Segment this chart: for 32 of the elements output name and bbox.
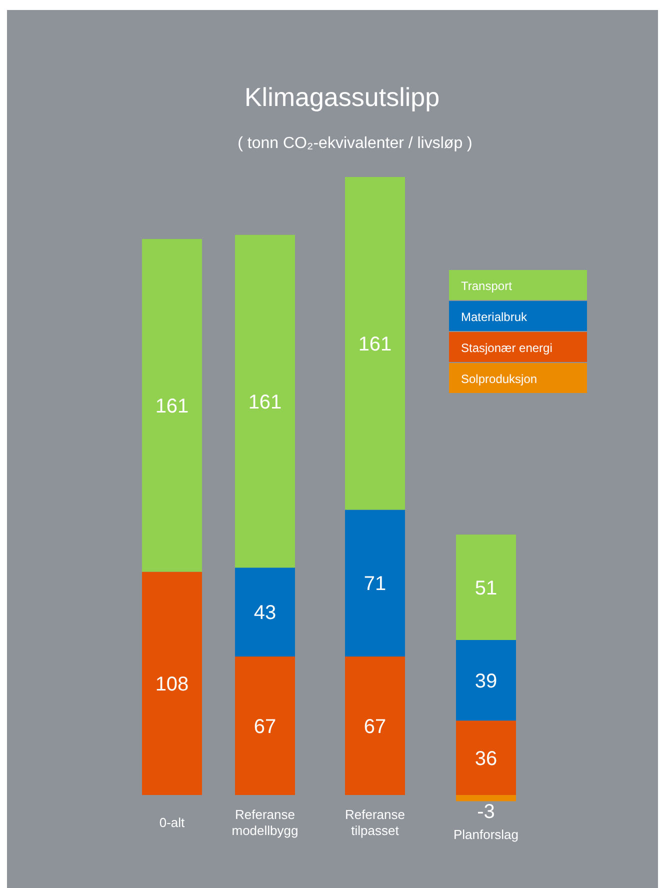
bar: [235, 656, 295, 795]
text: Transport: [461, 279, 513, 293]
x-tick-label: Planforslag: [453, 827, 519, 842]
bar: [456, 720, 516, 795]
data-label: 67: [254, 716, 276, 738]
x-tick-label: Referanse modellbygg: [232, 807, 298, 838]
bar: [456, 795, 516, 802]
x-tick-label: Referanse tilpasset: [345, 807, 405, 838]
chart-title: Klimagassutslipp: [244, 82, 440, 112]
data-label: -3: [477, 801, 495, 824]
text: Materialbruk: [461, 310, 528, 324]
data-label: 161: [155, 395, 189, 418]
data-label: 67: [364, 716, 386, 738]
bar: [456, 534, 516, 640]
data-label: 161: [358, 333, 392, 356]
bar: [345, 656, 405, 795]
data-label: 39: [474, 670, 498, 692]
text: Stasjonær energi: [461, 341, 552, 355]
bar: [345, 176, 405, 510]
data-label: 43: [254, 602, 276, 624]
data-label: 36: [474, 748, 498, 770]
data-label: 108: [155, 673, 189, 696]
data-label: 161: [248, 391, 282, 414]
bar: [235, 234, 295, 568]
bar: [235, 568, 295, 657]
text: Solproduksjon: [461, 372, 538, 386]
x-tick-label: 0-alt: [159, 815, 186, 830]
bar: [456, 640, 516, 721]
data-label: 51: [474, 577, 498, 600]
chart-subtitle: ( tonn CO₂-ekvivalenter / livsløp ): [238, 135, 472, 152]
data-label: 71: [364, 573, 386, 596]
bar: [345, 510, 405, 657]
